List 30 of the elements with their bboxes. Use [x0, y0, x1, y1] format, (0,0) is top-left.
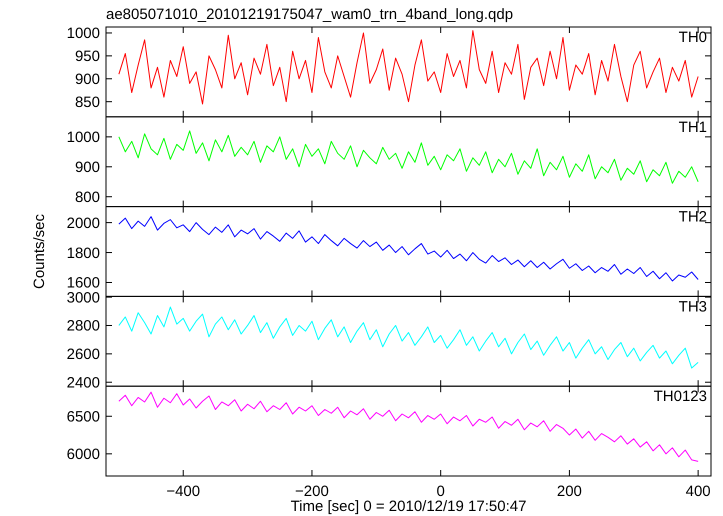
text: TH2 [678, 208, 707, 226]
y-tick-label: 2600 [66, 346, 100, 364]
x-tick-label: 400 [686, 483, 711, 500]
y-tick-label: 1600 [66, 274, 100, 292]
x-tick-label: 0 [436, 483, 445, 500]
y-tick-label: 6500 [66, 408, 100, 426]
y-tick-label: 1800 [66, 244, 100, 262]
y-tick-label: 2000 [66, 214, 100, 232]
series-label: TH1 [678, 118, 707, 136]
y-tick-label: 800 [74, 188, 100, 206]
x-tick-label: −200 [295, 483, 329, 500]
chart-title: ae805071010_20101219175047_wam0_trn_4band_long.qdp [106, 6, 514, 23]
y-tick-label: 850 [74, 94, 100, 111]
text: TH3 [678, 298, 707, 316]
y-tick-label: 2800 [66, 318, 100, 335]
line-series [118, 130, 699, 184]
y-tick-label: 950 [74, 48, 100, 66]
x-tick-label: −400 [166, 483, 200, 500]
x-axis-title: Time [sec] 0 = 2010/12/19 17:50:47 [290, 498, 526, 515]
y-tick-label: 1000 [66, 129, 100, 146]
text: TH0123 [654, 388, 707, 406]
series-label: TH0 [678, 29, 707, 46]
x-tick-label: 200 [556, 483, 582, 500]
y-tick-label: 900 [74, 159, 100, 176]
y-tick-label: 3000 [66, 289, 100, 306]
y-tick-label: 2400 [66, 374, 100, 392]
y-tick-label: 6000 [66, 446, 100, 464]
y-axis-title: Counts/sec [31, 213, 48, 290]
y-tick-label: 1000 [66, 25, 100, 42]
y-tick-label: 900 [74, 71, 100, 88]
